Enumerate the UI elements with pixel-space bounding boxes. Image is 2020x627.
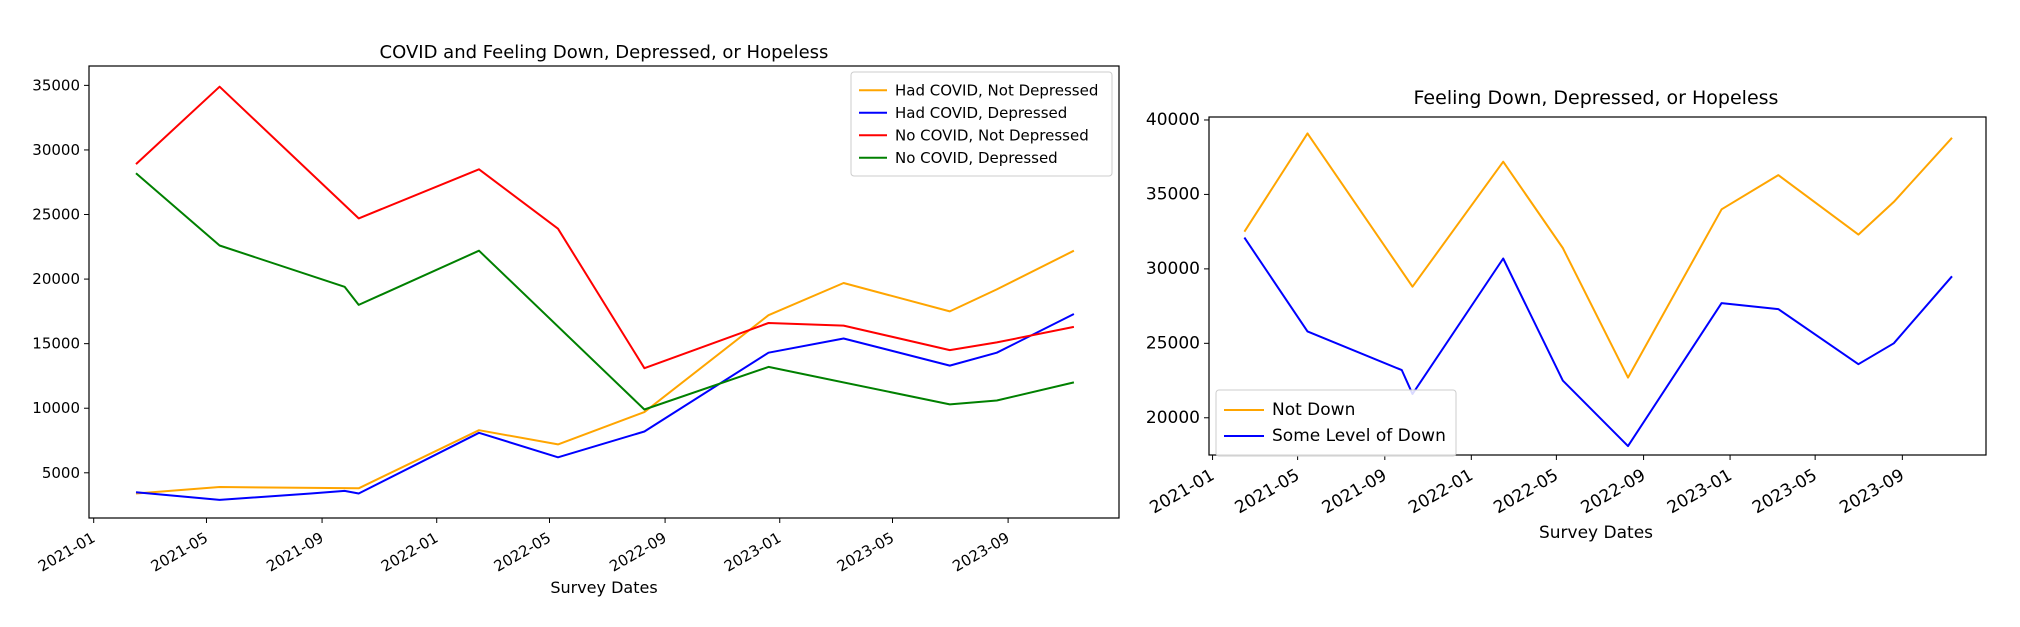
x-tick-label: 2021-05 (1232, 465, 1304, 518)
series-line-1 (1243, 132, 1953, 379)
series-line-1 (135, 249, 1075, 495)
x-tick-label: 2022-09 (606, 529, 669, 576)
chart-feeling-down: Feeling Down, Depressed, or Hopeless 202… (1146, 87, 1987, 543)
legend-label: Some Level of Down (1272, 426, 1446, 446)
legend-label: Not Down (1272, 400, 1355, 420)
x-axis-label: Survey Dates (550, 578, 657, 597)
series-layer (135, 85, 1075, 501)
x-tick-label: 2023-09 (949, 529, 1012, 576)
legend-label: Had COVID, Depressed (895, 104, 1067, 122)
y-tick-label: 35000 (32, 76, 80, 94)
y-tick-label: 40000 (1146, 110, 1200, 130)
legend: Not Down Some Level of Down (1215, 389, 1457, 457)
series-layer (1243, 132, 1953, 448)
y-tick-label: 25000 (1146, 333, 1200, 353)
x-tick-label: 2021-01 (35, 529, 98, 576)
series-line-3 (135, 85, 1075, 370)
x-tick-label: 2022-05 (491, 529, 554, 576)
x-tick-label: 2022-01 (1405, 465, 1477, 518)
y-tick-label: 35000 (1146, 184, 1200, 204)
legend: Had COVID, Not Depressed Had COVID, Depre… (850, 71, 1113, 177)
legend-label: Had COVID, Not Depressed (895, 81, 1098, 99)
x-tick-label: 2021-09 (1319, 465, 1391, 518)
series-line-2 (1243, 237, 1953, 448)
x-tick-label: 2023-09 (1836, 465, 1908, 518)
x-tick-label: 2023-01 (1664, 465, 1736, 518)
y-tick-label: 30000 (32, 141, 80, 159)
x-tick-label: 2021-01 (1147, 465, 1219, 518)
y-axis-ticks: 5000 10000 15000 20000 25000 30000 35000 (32, 76, 89, 482)
legend-box (1215, 389, 1457, 457)
x-tick-label: 2023-05 (1749, 465, 1821, 518)
x-tick-label: 2023-05 (834, 529, 897, 576)
y-tick-label: 15000 (32, 335, 80, 353)
y-tick-label: 20000 (32, 270, 80, 288)
x-tick-label: 2023-01 (721, 529, 784, 576)
chart-covid-depression: COVID and Feeling Down, Depressed, or Ho… (32, 42, 1120, 597)
legend-label: No COVID, Depressed (895, 149, 1058, 167)
y-tick-label: 10000 (32, 399, 80, 417)
x-tick-label: 2022-01 (378, 529, 441, 576)
legend-box (850, 71, 1113, 177)
legend-label: No COVID, Not Depressed (895, 126, 1089, 144)
x-tick-label: 2022-09 (1578, 465, 1650, 518)
y-tick-label: 20000 (1146, 408, 1200, 428)
x-axis-ticks: 2021-01 2021-05 2021-09 2022-01 2022-05 2022-… (1147, 455, 1908, 518)
x-axis-ticks: 2021-01 2021-05 2021-09 2022-01 2022-05 2022-… (35, 518, 1013, 576)
plot-frame (88, 65, 1120, 519)
x-tick-label: 2022-05 (1490, 465, 1562, 518)
y-tick-label: 5000 (42, 464, 80, 482)
x-tick-label: 2021-09 (263, 529, 326, 576)
chart-title: Feeling Down, Depressed, or Hopeless (1414, 87, 1779, 109)
y-tick-label: 25000 (32, 206, 80, 224)
x-tick-label: 2021-05 (148, 529, 211, 576)
series-line-4 (135, 172, 1075, 411)
plot-frame (1208, 116, 1987, 456)
y-tick-label: 30000 (1146, 259, 1200, 279)
x-axis-label: Survey Dates (1539, 523, 1653, 543)
y-axis-ticks: 20000 25000 30000 35000 40000 (1146, 110, 1209, 428)
series-line-2 (135, 313, 1075, 501)
chart-title: COVID and Feeling Down, Depressed, or Ho… (380, 42, 829, 63)
